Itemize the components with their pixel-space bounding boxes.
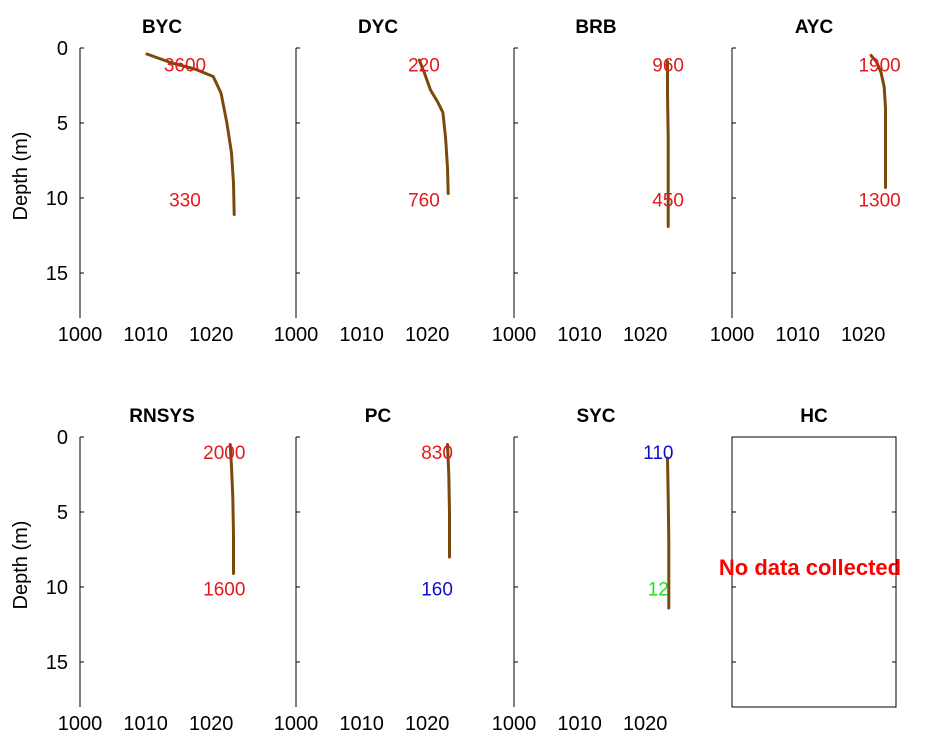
x-tick-label: 1010 [123,713,168,735]
x-tick-label: 1000 [710,324,755,346]
y-tick-label: 15 [46,263,68,285]
x-tick-label: 1000 [58,713,103,735]
panel-title: AYC [795,17,834,38]
x-tick-label: 1020 [189,324,234,346]
depth-profile-line [417,58,450,195]
depth-profile-line [228,443,235,575]
x-tick-label: 1020 [623,324,668,346]
value-annotation: 160 [421,580,453,601]
value-annotation: 960 [652,56,684,77]
panel-title: DYC [358,17,398,38]
panel-title: PC [365,406,392,427]
value-annotation: 12 [648,580,669,601]
depth-profile-line [666,456,671,610]
panel-title: RNSYS [129,406,194,427]
x-tick-label: 1020 [189,713,234,735]
x-tick-label: 1020 [623,713,668,735]
panel-rnsys: RNSYS 0 5 10 15 1000 1010 1020 Depth (m) 2000 1600 [10,406,245,735]
panel-syc: SYC 1000 1010 1020 110 12 [492,406,674,735]
x-tick-label: 1020 [405,324,450,346]
panel-dyc: DYC 1000 1010 1020 220 760 [274,17,450,346]
depth-profile-line [446,443,451,559]
depth-profile-line [869,54,887,189]
x-tick-label: 1000 [492,324,537,346]
value-annotation: 830 [421,443,453,464]
x-tick-label: 1000 [58,324,103,346]
value-annotation: 760 [408,191,440,212]
x-tick-label: 1010 [339,324,384,346]
panel-title: HC [800,406,828,427]
value-annotation: 2000 [203,443,245,464]
value-annotation: 110 [643,443,673,464]
x-tick-label: 1010 [557,713,602,735]
x-tick-label: 1010 [123,324,168,346]
x-tick-label: 1020 [405,713,450,735]
value-annotation: 1300 [858,191,900,212]
panel-title: BYC [142,17,182,38]
panel-ayc: AYC 1000 1010 1020 1900 1300 [710,17,901,346]
y-tick-label: 0 [57,38,68,60]
panel-title: BRB [575,17,616,38]
y-axis-label: Depth (m) [10,132,32,221]
y-axis-label: Depth (m) [10,521,32,610]
panel-title: SYC [576,406,615,427]
value-annotation: 1900 [858,56,900,77]
depth-profile-line [145,52,236,216]
value-annotation: 330 [169,191,201,212]
x-tick-label: 1010 [557,324,602,346]
panel-byc: BYC 0 5 10 15 1000 1010 1020 Depth (m) 3600 330 [10,17,236,346]
y-tick-label: 10 [46,577,68,599]
value-annotation: 1600 [203,580,245,601]
x-tick-label: 1020 [841,324,886,346]
axes-box [731,436,897,708]
y-tick-label: 5 [57,502,68,524]
x-tick-label: 1000 [492,713,537,735]
y-tick-label: 15 [46,652,68,674]
value-annotation: 450 [652,191,684,212]
x-tick-label: 1000 [274,324,319,346]
x-tick-label: 1000 [274,713,319,735]
x-tick-label: 1010 [339,713,384,735]
panel-brb: BRB 1000 1010 1020 960 450 [492,17,684,346]
value-annotation: 3600 [164,56,206,77]
depth-profile-line [666,60,670,228]
panel-pc: PC 1000 1010 1020 830 160 [274,406,453,735]
x-tick-label: 1010 [775,324,820,346]
y-tick-label: 5 [57,113,68,135]
y-tick-label: 10 [46,188,68,210]
panel-hc: HC No data collected [719,406,901,708]
value-annotation: 220 [408,56,440,77]
no-data-message: No data collected [719,555,901,580]
y-tick-label: 0 [57,427,68,449]
